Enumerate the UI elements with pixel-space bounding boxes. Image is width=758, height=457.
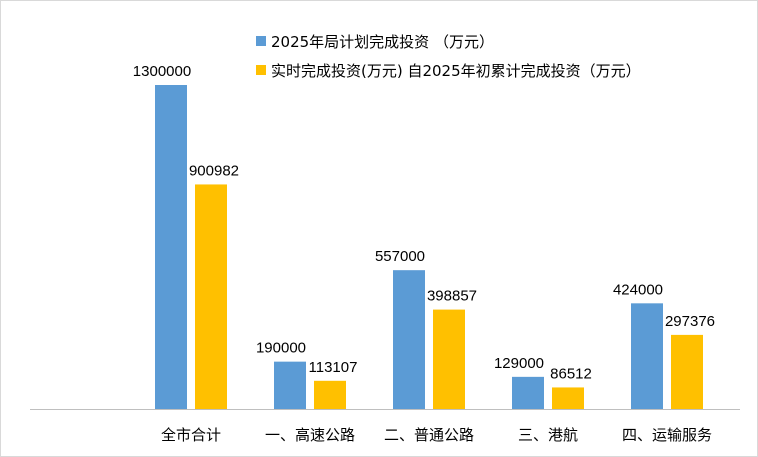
x-tick-label-1: 一、高速公路 (265, 426, 355, 444)
data-label-actual-3: 86512 (550, 365, 592, 382)
data-label-actual-4: 297376 (665, 313, 715, 330)
bar-plan-1 (274, 361, 306, 409)
legend-label-1: 实时完成投资(万元) 自2025年初累计完成投资（万元） (271, 62, 641, 80)
bar-actual-3 (552, 387, 584, 409)
bar-actual-2 (433, 309, 465, 409)
data-label-plan-0: 1300000 (133, 63, 191, 80)
bar-plan-2 (393, 270, 425, 409)
legend-label-0: 2025年局计划完成投资 （万元） (271, 33, 494, 51)
bar-plan-3 (512, 376, 544, 409)
x-tick-labels: 全市合计 一、高速公路 二、普通公路 三、港航 四、运输服务 (161, 426, 712, 444)
data-label-actual-0: 900982 (189, 162, 239, 179)
bar-actual-1 (314, 380, 346, 409)
data-label-plan-2: 557000 (375, 248, 425, 265)
bar-plan-0 (155, 85, 187, 409)
legend-swatch-1 (256, 65, 266, 75)
data-label-actual-1: 113107 (309, 359, 358, 376)
bar-plan-4 (631, 303, 663, 409)
data-label-plan-3: 129000 (494, 355, 544, 372)
data-label-plan-1: 190000 (256, 340, 306, 357)
x-tick-label-3: 三、港航 (518, 426, 578, 444)
x-tick-label-4: 四、运输服务 (622, 426, 712, 444)
bar-actual-4 (671, 334, 703, 409)
legend: 2025年局计划完成投资 （万元） 实时完成投资(万元) 自2025年初累计完成投… (256, 33, 641, 80)
legend-swatch-0 (256, 36, 266, 46)
data-label-plan-4: 424000 (613, 281, 663, 298)
x-tick-label-2: 二、普通公路 (384, 426, 474, 444)
bar-actual-0 (195, 184, 227, 409)
bars (155, 85, 703, 409)
data-label-actual-2: 398857 (427, 288, 477, 305)
x-tick-label-0: 全市合计 (161, 426, 221, 444)
